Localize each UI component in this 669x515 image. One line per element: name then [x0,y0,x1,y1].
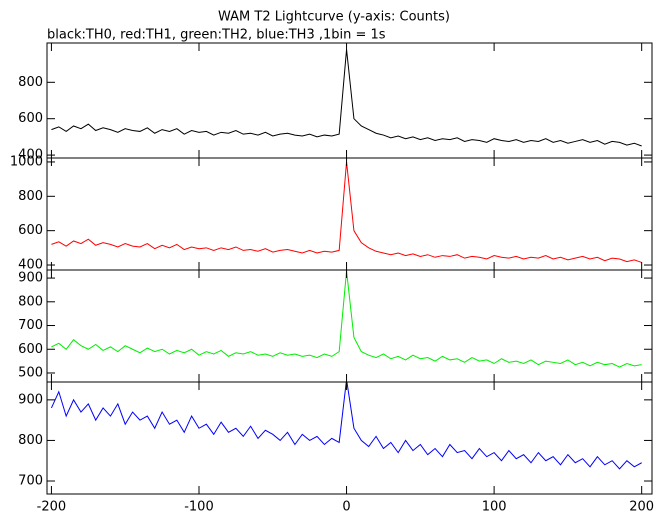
y-tick-label: 800 [18,294,43,309]
y-tick-label: 1000 [10,154,43,169]
chart-subtitle: black:TH0, red:TH1, green:TH2, blue:TH3 … [47,28,386,43]
x-tick-label: -100 [184,500,214,515]
y-tick-label: 900 [18,271,43,286]
y-tick-label: 400 [18,148,43,163]
y-tick-label: 800 [18,433,43,448]
x-tick-label: 0 [342,500,350,515]
y-tick-label: 600 [18,223,43,238]
lightcurve [51,270,642,368]
y-tick-label: 500 [18,365,43,380]
y-tick-label: 700 [18,318,43,333]
y-tick-label: 700 [18,474,43,489]
lightcurve [51,161,642,263]
lightcurve [50,382,642,470]
y-tick-label: 800 [18,189,43,204]
chart-title: WAM T2 Lightcurve (y-axis: Counts) [218,10,450,25]
x-tick-label: 200 [629,500,654,515]
panel-frame [46,157,653,271]
panel-frame [46,381,653,495]
lightcurve [51,49,642,147]
panel-frame [46,269,653,383]
x-tick-label: 100 [482,500,507,515]
x-tick-label: -200 [37,500,67,515]
y-tick-label: 900 [18,392,43,407]
y-tick-label: 600 [18,342,43,357]
y-tick-label: 600 [18,111,43,126]
y-tick-label: 400 [18,258,43,273]
y-tick-label: 800 [18,75,43,90]
